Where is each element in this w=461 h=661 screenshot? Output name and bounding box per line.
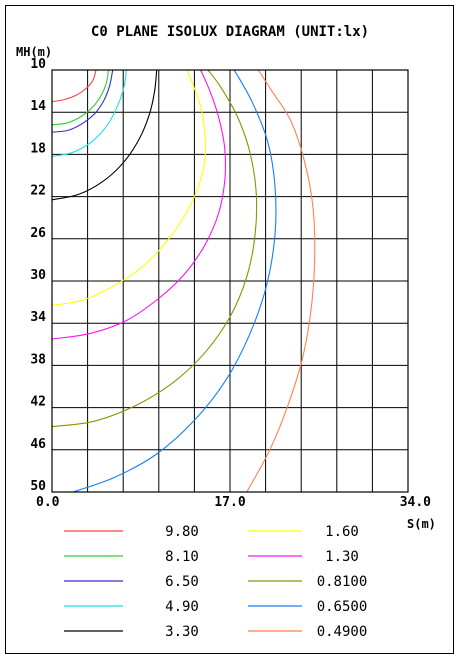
plot-border [51,69,409,493]
chart-title: C0 PLANE ISOLUX DIAGRAM (UNIT:lx) [91,24,369,40]
y-tick-label: 34 [30,310,46,325]
y-tick-label: 10 [30,57,46,72]
isolux-curve-1.60 [51,69,207,306]
legend-label: 0.4900 [317,624,368,640]
isolux-curves [51,69,316,493]
x-axis-label: S(m) [407,517,436,531]
legend-label: 4.90 [165,599,199,615]
y-tick-label: 26 [30,226,46,241]
isolux-curve-0.4900 [246,69,316,493]
legend-label: 1.30 [325,549,359,565]
x-tick-label: 17.0 [214,495,245,510]
y-tick-labels: 10 14 18 22 26 30 34 38 42 46 50 [30,57,46,494]
legend-label: 3.30 [165,624,199,640]
x-tick-labels: 0.0 17.0 34.0 [36,495,431,510]
y-tick-label: 22 [30,184,46,199]
isolux-curve-3.30 [51,69,158,201]
isolux-curve-0.6500 [72,69,277,493]
isolux-curve-9.80 [51,69,97,103]
isolux-curve-8.10 [51,69,110,126]
y-tick-label: 38 [30,352,46,367]
x-tick-label: 0.0 [36,495,60,510]
grid [52,70,408,492]
legend-label: 0.6500 [317,599,368,615]
y-axis-label: MH(m) [16,45,52,59]
legend-label: 1.60 [325,524,359,540]
legend-label: 9.80 [165,524,199,540]
y-tick-label: 42 [30,395,46,410]
x-tick-label: 34.0 [400,495,431,510]
y-tick-label: 18 [30,141,46,156]
y-tick-label: 46 [30,437,46,452]
y-tick-label: 30 [30,268,46,283]
isolux-curve-6.50 [51,69,114,133]
y-tick-label: 14 [30,99,46,114]
y-tick-label: 50 [30,479,46,494]
legend-label: 8.10 [165,549,199,565]
isolux-curve-1.30 [51,69,227,340]
isolux-curve-0.8100 [51,69,258,428]
isolux-curve-4.90 [51,69,127,158]
legend-label: 0.8100 [317,574,368,590]
legend: 9.80 8.10 6.50 4.90 3.30 1.60 1.30 0.8100 0.6500… [64,524,367,640]
legend-label: 6.50 [165,574,199,590]
